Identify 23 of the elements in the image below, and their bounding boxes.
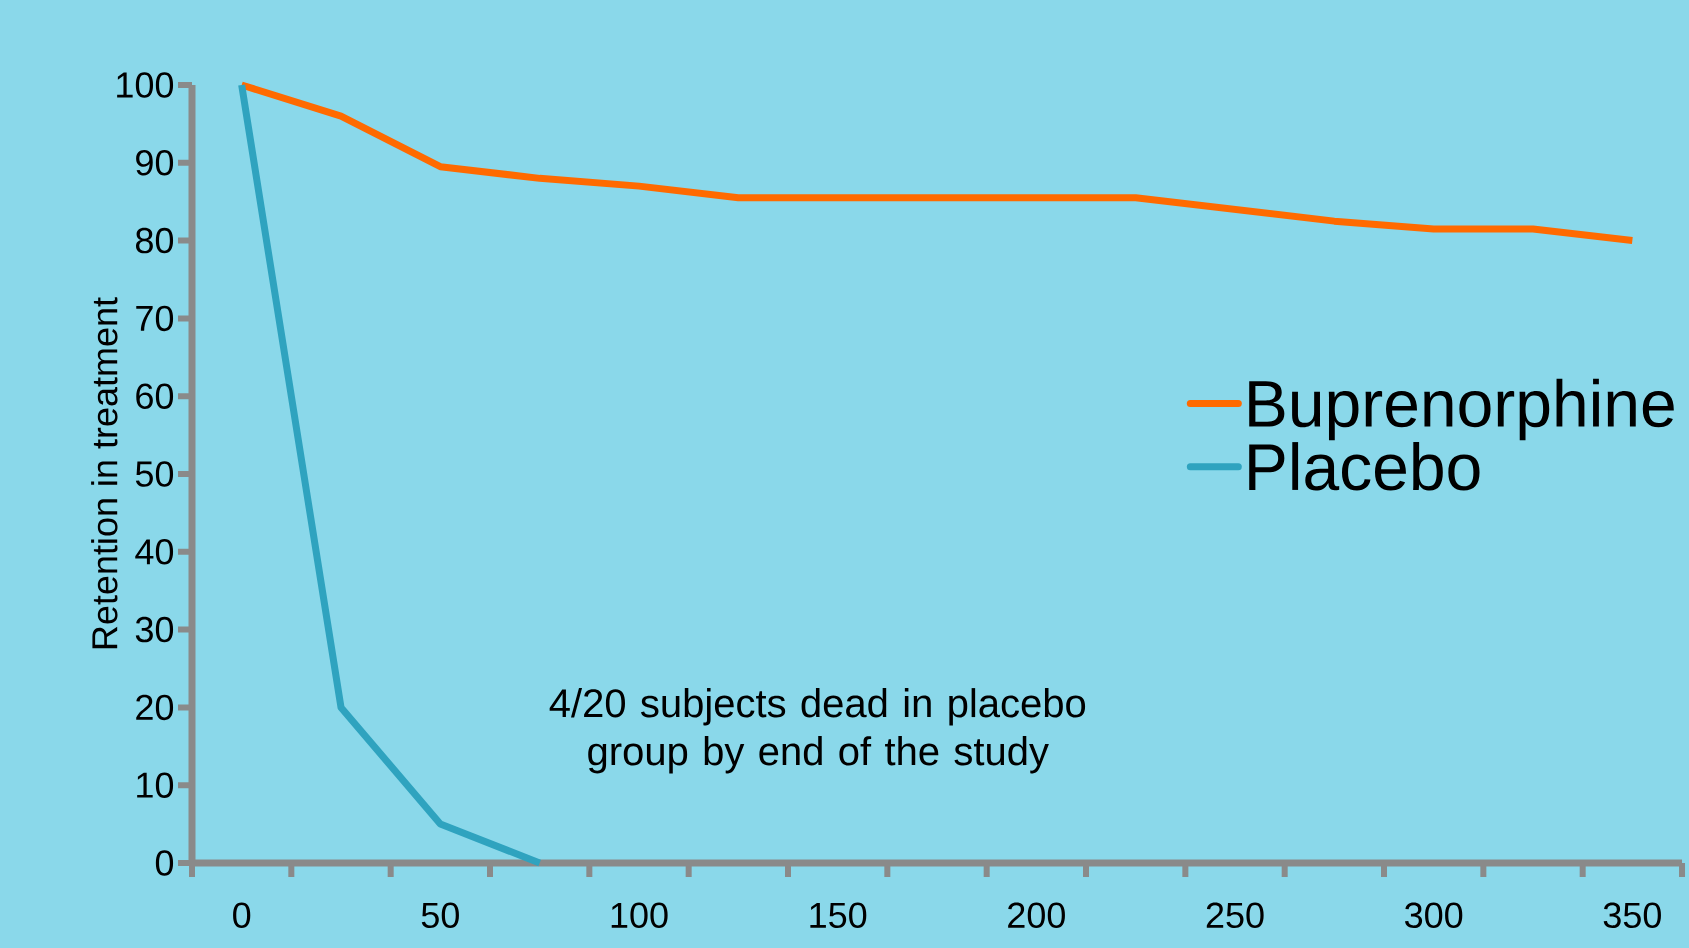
x-tick-label: 50 — [421, 902, 459, 929]
x-tick-label: 300 — [1405, 902, 1463, 929]
x-tick-label: 0 — [233, 902, 251, 929]
y-axis-title: Retention in treatment — [91, 297, 118, 649]
y-tick-label: 0 — [155, 850, 174, 876]
y-tick-label: 50 — [135, 461, 174, 487]
x-tick-label: 250 — [1206, 902, 1264, 929]
x-tick-label: 100 — [611, 902, 668, 929]
y-tick-label: 30 — [135, 616, 174, 643]
y-tick-label: 100 — [117, 72, 174, 98]
y-tick-label: 10 — [137, 772, 174, 798]
legend-label: Buprenorphine — [1249, 378, 1674, 441]
y-tick-label: 60 — [136, 383, 174, 409]
x-tick-label: 200 — [1008, 902, 1065, 929]
y-tick-label: 90 — [136, 150, 174, 176]
legend-label: Placebo — [1249, 442, 1480, 491]
y-tick-label: 70 — [136, 305, 174, 332]
y-tick-label: 20 — [136, 694, 174, 721]
x-tick-label: 350 — [1603, 902, 1661, 929]
annotation: 4/20 subjects dead in placebo group by end of the study — [549, 688, 1086, 774]
y-tick-label: 40 — [135, 539, 174, 565]
y-tick-label: 80 — [135, 227, 174, 254]
x-tick-label: 150 — [810, 902, 867, 929]
